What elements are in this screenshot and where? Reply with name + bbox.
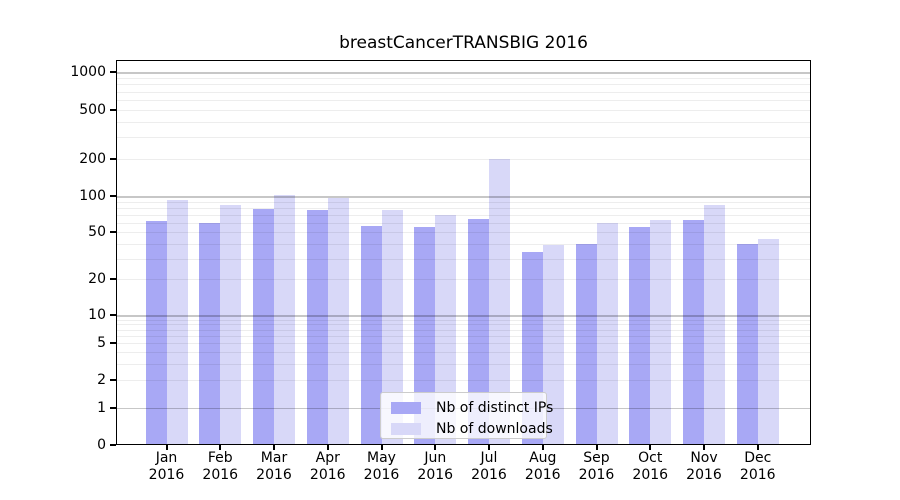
bar-downloads-sep — [596, 222, 618, 445]
bar-distinct-ips-jan — [145, 221, 167, 445]
bar-distinct-ips-nov — [683, 220, 704, 445]
x-axis-tick — [649, 445, 652, 450]
y-axis-tick — [110, 342, 116, 345]
legend-entry-distinct-ips: Nb of distinct IPs — [391, 399, 553, 416]
bar-downloads-dec — [757, 238, 779, 445]
y-axis-tick — [110, 71, 116, 74]
y-axis-tick-label: 5 — [97, 335, 106, 352]
bar-distinct-ips-jul — [468, 218, 489, 445]
y-axis-tick — [110, 108, 116, 111]
bar-distinct-ips-oct — [629, 227, 651, 445]
x-axis-tick — [595, 445, 598, 450]
x-axis-tick-label: Sep 2016 — [578, 450, 615, 483]
bar-distinct-ips-sep — [575, 243, 597, 445]
x-axis-tick-label: May 2016 — [363, 450, 400, 483]
x-axis-tick-label: Jun 2016 — [417, 450, 454, 483]
x-axis-tick — [541, 445, 544, 450]
bar-downloads-jul — [489, 159, 510, 445]
bar-distinct-ips-apr — [306, 209, 328, 445]
y-axis-tick-label: 50 — [88, 224, 106, 241]
x-axis-tick-label: Nov 2016 — [686, 450, 722, 483]
x-axis-tick-label: Apr 2016 — [309, 450, 346, 483]
bar-downloads-oct — [650, 220, 672, 445]
legend-swatch-ips — [391, 401, 421, 414]
y-axis-tick — [110, 314, 116, 317]
chart-title: breastCancerTRANSBIG 2016 — [339, 33, 588, 53]
bar-distinct-ips-dec — [736, 243, 758, 445]
y-axis-tick-label: 200 — [79, 150, 106, 167]
bar-downloads-apr — [327, 198, 349, 445]
bar-downloads-feb — [220, 204, 242, 445]
bar-distinct-ips-feb — [199, 222, 221, 445]
y-axis-tick — [110, 406, 116, 409]
legend-entry-downloads: Nb of downloads — [391, 420, 553, 437]
x-axis-tick — [434, 445, 437, 450]
bar-distinct-ips-may — [360, 226, 382, 445]
y-axis-tick-label: 10 — [88, 307, 106, 324]
bar-downloads-jun — [435, 214, 457, 445]
x-axis-tick-label: Jul 2016 — [471, 450, 507, 483]
x-axis-tick-label: Dec 2016 — [739, 450, 776, 483]
y-axis-tick-label: 20 — [88, 271, 106, 288]
bar-downloads-jan — [166, 200, 188, 445]
y-axis-tick — [110, 444, 116, 446]
x-axis-tick-label: Jan 2016 — [148, 450, 185, 483]
x-axis-tick-label: Aug 2016 — [524, 450, 561, 483]
x-axis-tick-label: Mar 2016 — [256, 450, 292, 483]
y-axis-tick — [110, 278, 116, 281]
x-axis-tick — [488, 445, 490, 450]
legend: Nb of distinct IPs Nb of downloads — [380, 392, 553, 439]
y-axis-tick-label: 0 — [97, 437, 106, 453]
bars-layer — [116, 60, 811, 445]
plot-area — [116, 60, 811, 445]
x-axis-tick — [165, 445, 168, 450]
x-axis-tick-label: Oct 2016 — [632, 450, 669, 483]
bar-downloads-aug — [542, 244, 564, 445]
bar-downloads-mar — [274, 194, 295, 445]
x-axis-tick — [273, 445, 275, 450]
x-axis-tick — [219, 445, 222, 450]
x-axis-tick — [703, 445, 705, 450]
y-axis-tick — [110, 195, 116, 198]
x-axis-tick — [756, 445, 759, 450]
y-axis-tick — [110, 378, 116, 381]
bar-distinct-ips-jun — [414, 227, 436, 445]
x-axis-tick — [380, 445, 383, 450]
y-axis-tick-label: 100 — [79, 188, 106, 205]
y-axis-tick — [110, 157, 116, 160]
legend-label-downloads: Nb of downloads — [436, 420, 553, 437]
x-axis-tick-label: Feb 2016 — [202, 450, 239, 483]
legend-label-ips: Nb of distinct IPs — [436, 399, 554, 416]
y-axis-tick-label: 500 — [79, 101, 106, 118]
y-axis-tick-label: 1 — [97, 399, 106, 416]
bar-downloads-may — [381, 209, 403, 445]
bar-downloads-nov — [704, 204, 725, 445]
x-axis-tick — [326, 445, 329, 450]
y-axis-tick-label: 2 — [97, 371, 106, 388]
y-axis-tick-label: 1000 — [70, 64, 106, 81]
legend-swatch-downloads — [391, 422, 421, 435]
bar-distinct-ips-mar — [253, 209, 274, 445]
y-axis-tick — [110, 231, 116, 234]
